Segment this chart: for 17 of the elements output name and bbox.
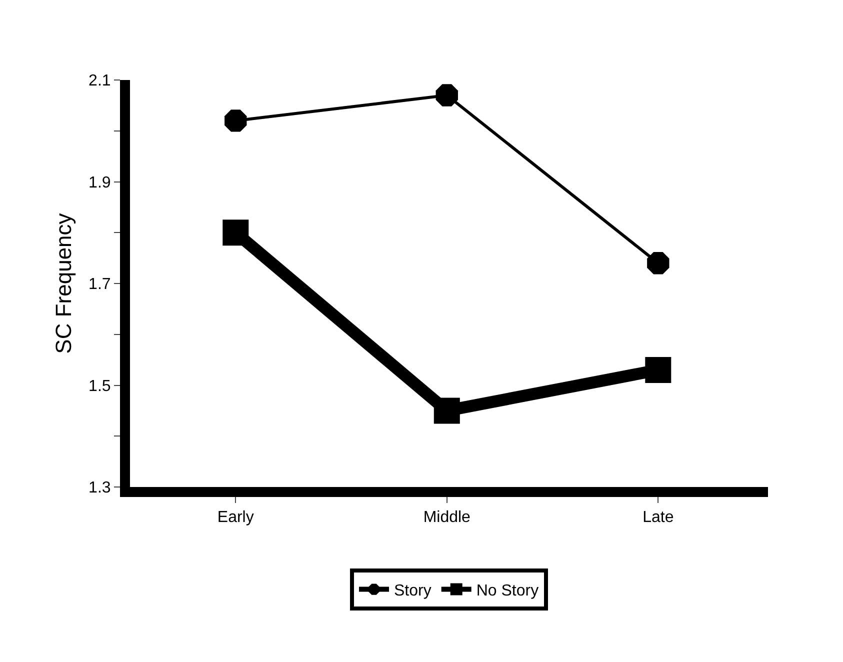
point (222, 220, 249, 246)
legend-label: Story (394, 582, 432, 600)
x-tick-label: Early (217, 509, 254, 526)
y-axis-title: SC Frequency (50, 213, 76, 354)
y-tick-label: 1.3 (88, 480, 111, 497)
legend-label: No Story (476, 582, 539, 600)
point (224, 110, 247, 132)
point (645, 356, 672, 383)
y-tick-label: 1.9 (88, 174, 111, 192)
point (434, 398, 460, 424)
y-tick-label: 1.7 (88, 276, 111, 294)
x-tick-label: Late (642, 509, 674, 526)
y-tick-label: 2.1 (88, 72, 111, 90)
point (647, 252, 670, 274)
point (436, 84, 458, 106)
y-tick-label: 1.5 (88, 378, 111, 395)
x-tick-label: Middle (423, 509, 471, 526)
